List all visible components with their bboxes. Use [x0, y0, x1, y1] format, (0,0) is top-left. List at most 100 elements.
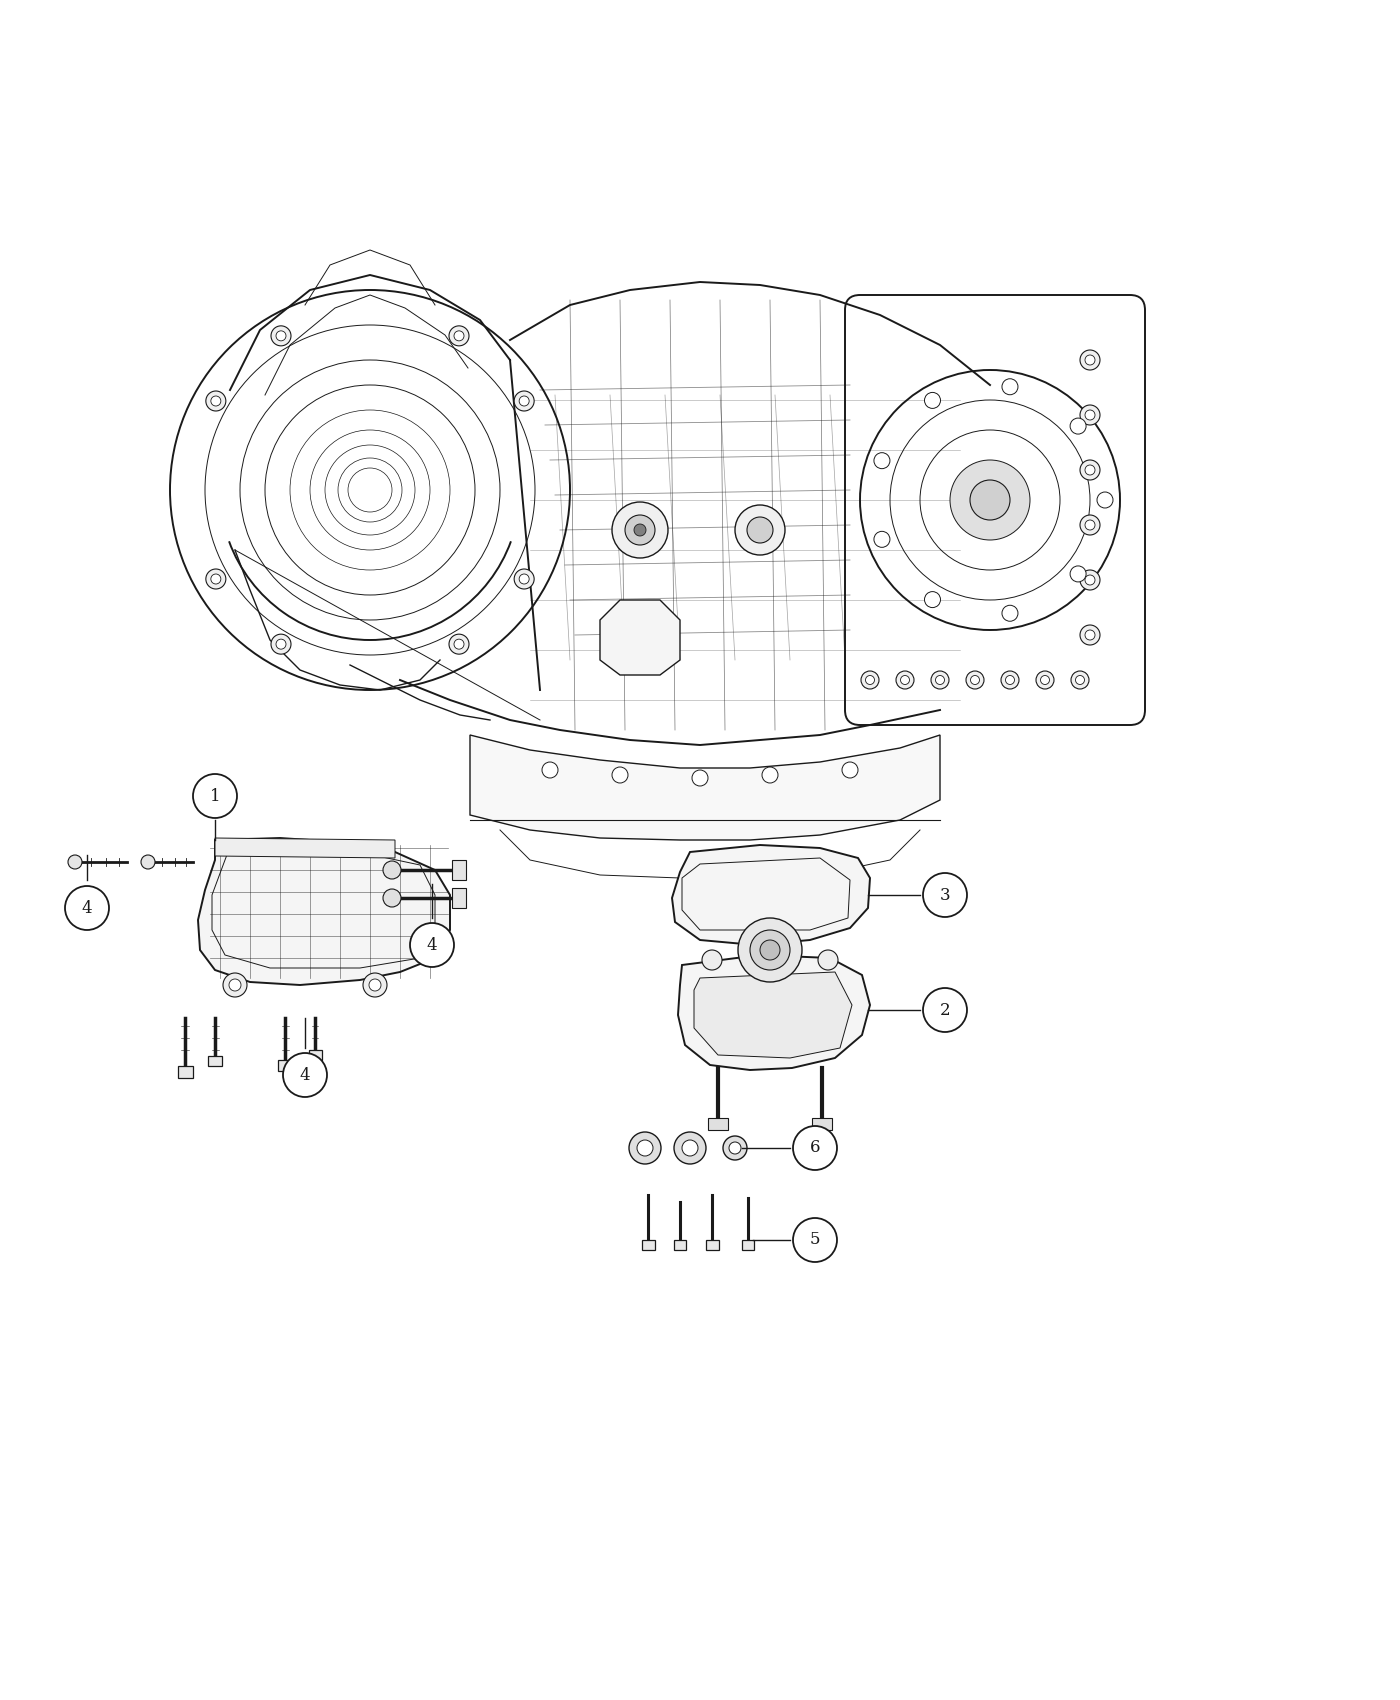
Circle shape: [792, 1125, 837, 1170]
Circle shape: [629, 1132, 661, 1164]
Circle shape: [1079, 515, 1100, 536]
Circle shape: [449, 634, 469, 654]
Circle shape: [1005, 675, 1015, 685]
Circle shape: [931, 672, 949, 688]
Circle shape: [1085, 575, 1095, 585]
Polygon shape: [197, 838, 449, 984]
Circle shape: [1079, 461, 1100, 479]
Circle shape: [1079, 570, 1100, 590]
Circle shape: [735, 505, 785, 554]
Circle shape: [612, 502, 668, 558]
Circle shape: [818, 950, 839, 971]
Circle shape: [1040, 675, 1050, 685]
Text: 3: 3: [939, 886, 951, 903]
Circle shape: [637, 1141, 652, 1156]
Circle shape: [1070, 566, 1086, 581]
Circle shape: [1079, 350, 1100, 371]
Circle shape: [722, 1136, 748, 1159]
Circle shape: [861, 672, 879, 688]
Polygon shape: [470, 734, 939, 840]
Bar: [812, 1119, 832, 1131]
Circle shape: [738, 918, 802, 983]
Bar: [452, 887, 466, 908]
Circle shape: [1085, 410, 1095, 420]
Circle shape: [206, 570, 225, 588]
Circle shape: [1036, 672, 1054, 688]
Circle shape: [935, 675, 945, 685]
Circle shape: [449, 326, 469, 345]
Circle shape: [514, 391, 535, 411]
Circle shape: [1075, 675, 1085, 685]
Circle shape: [230, 979, 241, 991]
Circle shape: [900, 675, 910, 685]
Bar: [641, 1239, 655, 1250]
Polygon shape: [678, 955, 869, 1069]
Circle shape: [1085, 355, 1095, 366]
Circle shape: [384, 860, 400, 879]
Bar: [452, 860, 466, 881]
Circle shape: [370, 979, 381, 991]
Circle shape: [1071, 672, 1089, 688]
Text: 4: 4: [81, 899, 92, 916]
Circle shape: [283, 1052, 328, 1096]
Polygon shape: [672, 845, 869, 945]
Circle shape: [519, 396, 529, 406]
Circle shape: [454, 639, 463, 649]
Circle shape: [1002, 605, 1018, 620]
Circle shape: [762, 767, 778, 784]
Text: 1: 1: [210, 787, 220, 804]
Circle shape: [924, 592, 941, 607]
Text: 6: 6: [809, 1139, 820, 1156]
Circle shape: [792, 1217, 837, 1261]
Circle shape: [1079, 405, 1100, 425]
Circle shape: [384, 889, 400, 908]
Circle shape: [1002, 379, 1018, 394]
Circle shape: [729, 1142, 741, 1154]
Circle shape: [1085, 520, 1095, 530]
Circle shape: [896, 672, 914, 688]
Circle shape: [276, 332, 286, 340]
Circle shape: [923, 988, 967, 1032]
Circle shape: [966, 672, 984, 688]
Circle shape: [410, 923, 454, 967]
Bar: [279, 1061, 293, 1071]
Circle shape: [865, 675, 875, 685]
Circle shape: [514, 570, 535, 588]
Circle shape: [542, 762, 559, 779]
Circle shape: [1070, 418, 1086, 434]
Bar: [706, 1239, 718, 1250]
Circle shape: [1098, 491, 1113, 508]
Text: 2: 2: [939, 1001, 951, 1018]
Circle shape: [1085, 631, 1095, 639]
Circle shape: [206, 391, 225, 411]
Circle shape: [141, 855, 155, 869]
Circle shape: [701, 950, 722, 971]
Circle shape: [748, 517, 773, 542]
Circle shape: [64, 886, 109, 930]
Circle shape: [223, 972, 246, 996]
Circle shape: [211, 575, 221, 585]
Bar: [742, 1239, 755, 1250]
Circle shape: [272, 634, 291, 654]
Bar: [209, 1056, 223, 1066]
Circle shape: [69, 855, 83, 869]
Circle shape: [634, 524, 645, 536]
Circle shape: [612, 767, 629, 784]
Circle shape: [874, 452, 890, 469]
Circle shape: [193, 774, 237, 818]
Circle shape: [924, 393, 941, 408]
Circle shape: [363, 972, 386, 996]
Circle shape: [970, 479, 1009, 520]
Text: 4: 4: [427, 937, 437, 954]
Circle shape: [624, 515, 655, 546]
Polygon shape: [601, 600, 680, 675]
Circle shape: [692, 770, 708, 785]
Text: 4: 4: [300, 1066, 311, 1083]
Circle shape: [1085, 466, 1095, 474]
Bar: [308, 1051, 322, 1061]
Circle shape: [874, 532, 890, 547]
Circle shape: [951, 461, 1030, 541]
Circle shape: [760, 940, 780, 960]
Circle shape: [841, 762, 858, 779]
Circle shape: [519, 575, 529, 585]
